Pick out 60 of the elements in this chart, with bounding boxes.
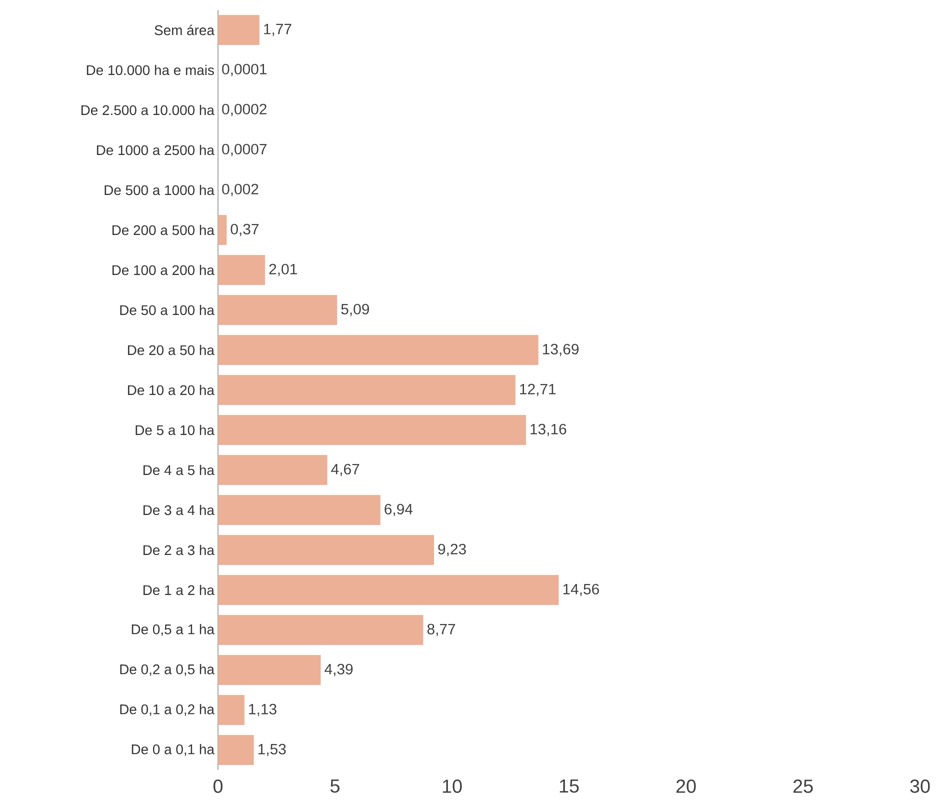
y-tick-label: De 0,1 a 0,2 ha bbox=[120, 704, 214, 716]
y-tick-label: De 10 a 20 ha bbox=[128, 384, 214, 396]
data-label: 0,0001 bbox=[222, 64, 266, 76]
x-tick-label: 0 bbox=[213, 780, 223, 793]
data-label: 13,16 bbox=[530, 424, 566, 436]
bar bbox=[218, 214, 227, 245]
y-tick-label: De 100 a 200 ha bbox=[112, 264, 214, 276]
y-tick-label: De 50 a 100 ha bbox=[120, 304, 214, 316]
x-tick-label: 30 bbox=[910, 780, 930, 793]
data-label: 0,002 bbox=[222, 184, 258, 196]
y-tick-label: De 1 a 2 ha bbox=[144, 584, 214, 596]
bar bbox=[218, 14, 260, 45]
bar bbox=[218, 534, 434, 565]
x-tick-label: 10 bbox=[442, 780, 462, 793]
data-label: 1,77 bbox=[264, 24, 292, 36]
data-label: 4,39 bbox=[324, 664, 353, 676]
y-tick-label: De 2 a 3 ha bbox=[144, 544, 214, 556]
bar bbox=[218, 654, 321, 685]
y-tick-label: De 1000 a 2500 ha bbox=[96, 144, 214, 156]
y-tick-label: De 0,5 a 1 ha bbox=[132, 624, 214, 636]
data-label: 1,53 bbox=[258, 744, 286, 756]
bar bbox=[218, 254, 266, 285]
y-tick-label: De 10.000 ha e mais bbox=[86, 64, 214, 76]
data-label: 1,13 bbox=[249, 704, 276, 716]
data-label: 8,77 bbox=[427, 624, 456, 636]
bar bbox=[218, 374, 516, 405]
bar bbox=[218, 494, 380, 525]
y-tick-label: De 200 a 500 ha bbox=[112, 224, 214, 236]
bar bbox=[218, 454, 328, 485]
bar bbox=[218, 414, 526, 445]
bar bbox=[218, 694, 244, 725]
x-tick-label: 5 bbox=[330, 780, 340, 793]
y-tick-label: De 0,2 a 0,5 ha bbox=[120, 664, 214, 676]
x-tick-label: 25 bbox=[793, 780, 813, 793]
data-label: 9,23 bbox=[438, 544, 466, 556]
bar bbox=[218, 614, 424, 645]
data-label: 13,69 bbox=[543, 344, 579, 356]
y-tick-label: De 20 a 50 ha bbox=[128, 344, 214, 356]
bar bbox=[218, 574, 559, 605]
y-tick-label: De 500 a 1000 ha bbox=[104, 184, 214, 196]
data-label: 12,71 bbox=[520, 384, 556, 396]
data-label: 6,94 bbox=[384, 504, 413, 516]
x-tick-label: 15 bbox=[560, 780, 579, 793]
y-tick-label: De 5 a 10 ha bbox=[136, 424, 214, 436]
data-label: 0,0002 bbox=[222, 104, 266, 116]
data-label: 0,37 bbox=[230, 224, 259, 236]
x-tick-label: 20 bbox=[676, 780, 696, 793]
bar bbox=[218, 734, 254, 765]
data-label: 2,01 bbox=[269, 264, 297, 276]
y-tick-label: De 0 a 0,1 ha bbox=[132, 744, 214, 756]
bar bbox=[218, 334, 538, 365]
data-label: 0,0007 bbox=[222, 144, 266, 156]
y-tick-label: Sem área bbox=[154, 24, 214, 36]
data-label: 4,67 bbox=[331, 464, 360, 476]
data-label: 5,09 bbox=[341, 304, 369, 316]
bar bbox=[218, 294, 338, 325]
data-label: 14,56 bbox=[563, 584, 599, 596]
y-tick-label: De 3 a 4 ha bbox=[144, 504, 214, 516]
y-tick-label: De 4 a 5 ha bbox=[144, 464, 214, 476]
y-tick-label: De 2.500 a 10.000 ha bbox=[81, 104, 214, 116]
